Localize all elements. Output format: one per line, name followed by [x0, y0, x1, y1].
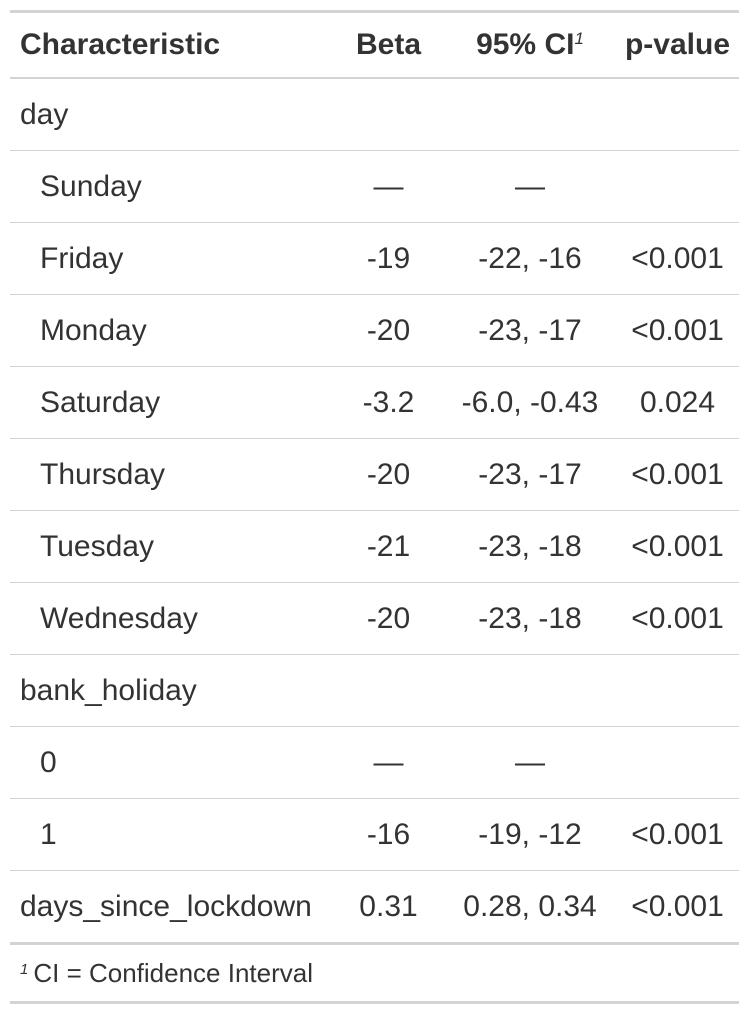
row-beta: — — [373, 745, 404, 779]
row-label: day — [20, 97, 69, 131]
regression-table: Characteristic Beta 95% CI 1 p-value day … — [10, 10, 739, 1004]
row-label: Monday — [40, 313, 147, 347]
row-beta: -16 — [366, 817, 411, 851]
row-pvalue — [610, 727, 745, 798]
row-ci: — — [515, 169, 545, 203]
row-ci: 0.28, 0.34 — [463, 889, 597, 923]
row-pvalue: <0.001 — [631, 313, 724, 347]
row-label: Wednesday — [40, 601, 198, 635]
header-characteristic: Characteristic — [20, 28, 221, 61]
row-pvalue — [610, 79, 745, 150]
table-row: 1 -16 -19, -12 <0.001 — [10, 799, 739, 871]
row-ci: -23, -17 — [478, 313, 582, 347]
row-pvalue: <0.001 — [631, 457, 724, 491]
header-pvalue: p-value — [624, 28, 731, 61]
table-row: Wednesday -20 -23, -18 <0.001 — [10, 583, 739, 655]
header-ci-label: 95% CI — [476, 28, 575, 61]
row-ci — [440, 79, 620, 150]
header-ci: 95% CI 1 — [440, 13, 620, 77]
table-row: 0 — — — [10, 727, 739, 799]
table-bottom-rule — [10, 942, 739, 945]
row-beta: -21 — [366, 529, 411, 563]
row-ci: -6.0, -0.43 — [461, 385, 599, 419]
row-label: Tuesday — [40, 529, 154, 563]
row-ci: -22, -16 — [478, 241, 582, 275]
row-pvalue: <0.001 — [631, 889, 724, 923]
row-beta: -20 — [366, 601, 411, 635]
row-ci: -23, -18 — [478, 529, 582, 563]
table-top-rule — [10, 10, 739, 13]
table-row: day — [10, 79, 739, 151]
table-row: Thursday -20 -23, -17 <0.001 — [10, 439, 739, 511]
row-beta: -20 — [366, 313, 411, 347]
row-label: Sunday — [40, 169, 142, 203]
row-pvalue: <0.001 — [631, 817, 724, 851]
row-pvalue: <0.001 — [631, 241, 724, 275]
table-row: Saturday -3.2 -6.0, -0.43 0.024 — [10, 367, 739, 439]
row-ci: -23, -18 — [478, 601, 582, 635]
row-label: bank_holiday — [20, 673, 197, 707]
row-pvalue — [610, 151, 745, 222]
footnote-text: CI = Confidence Interval — [33, 957, 313, 988]
table-row: Sunday — — — [10, 151, 739, 223]
table-row: Monday -20 -23, -17 <0.001 — [10, 295, 739, 367]
row-ci: -23, -17 — [478, 457, 582, 491]
header-beta: Beta — [355, 28, 422, 61]
row-label: Thursday — [40, 457, 166, 491]
row-pvalue: <0.001 — [631, 601, 724, 635]
row-beta: -20 — [366, 457, 411, 491]
row-label: 0 — [40, 745, 57, 779]
row-beta: — — [373, 169, 404, 203]
row-ci: -19, -12 — [478, 817, 582, 851]
row-label: 1 — [40, 817, 57, 851]
footnote-mark: 1 — [20, 960, 29, 978]
table-row: Tuesday -21 -23, -18 <0.001 — [10, 511, 739, 583]
row-beta: -3.2 — [362, 385, 415, 419]
row-label: days_since_lockdown — [20, 889, 312, 923]
table-end-rule — [10, 1001, 739, 1004]
header-ci-footnote-mark: 1 — [574, 29, 584, 48]
row-beta — [340, 79, 437, 150]
table-row: bank_holiday — [10, 655, 739, 727]
row-pvalue — [610, 655, 745, 726]
row-beta: 0.31 — [359, 889, 418, 923]
table-header-row: Characteristic Beta 95% CI 1 p-value — [10, 13, 739, 79]
row-ci — [440, 655, 620, 726]
row-pvalue: 0.024 — [639, 385, 716, 419]
table-row: days_since_lockdown 0.31 0.28, 0.34 <0.0… — [10, 871, 739, 943]
row-beta: -19 — [366, 241, 411, 275]
row-label: Friday — [40, 241, 124, 275]
row-pvalue: <0.001 — [631, 529, 724, 563]
row-ci: — — [515, 745, 545, 779]
row-label: Saturday — [40, 385, 161, 419]
row-beta — [340, 655, 437, 726]
table-footnote: 1 CI = Confidence Interval — [10, 945, 739, 1001]
table-row: Friday -19 -22, -16 <0.001 — [10, 223, 739, 295]
